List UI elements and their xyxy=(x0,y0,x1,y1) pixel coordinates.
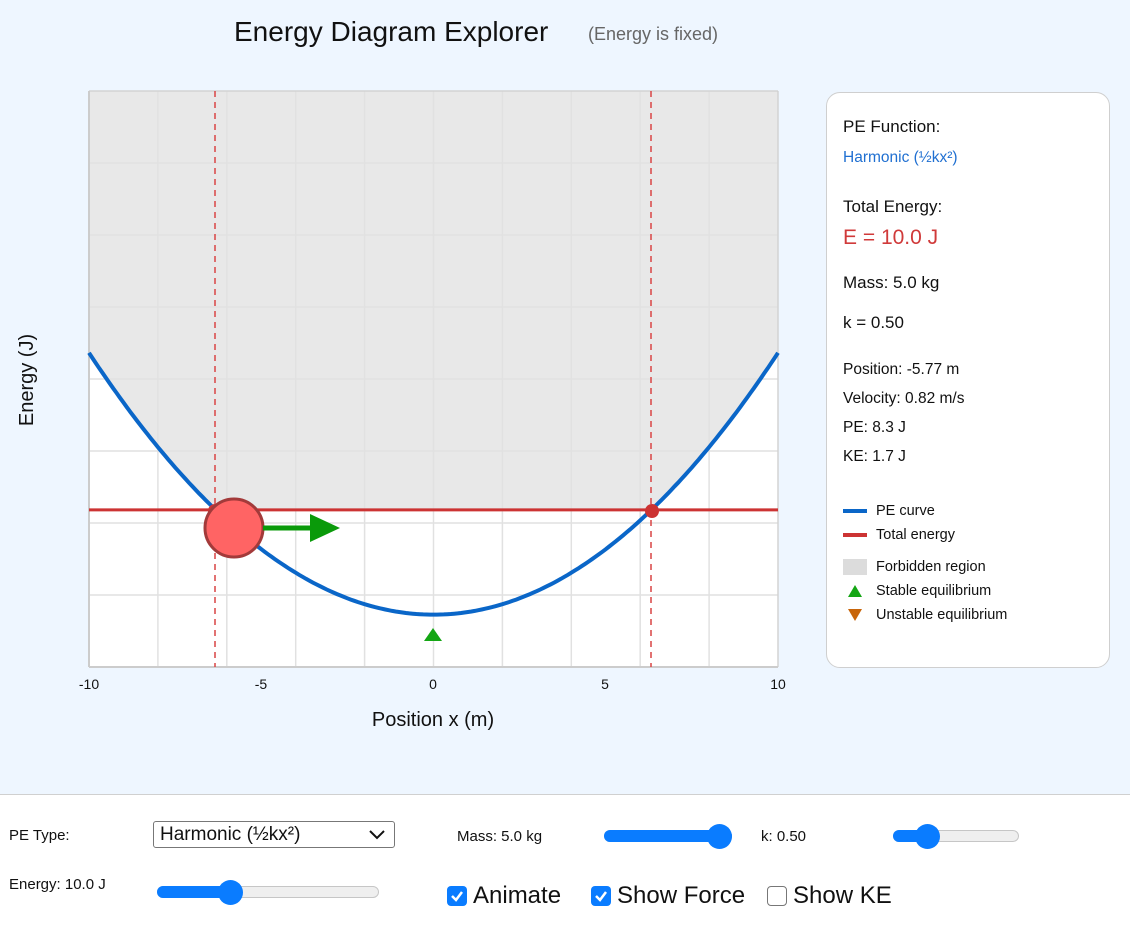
gray-box-icon xyxy=(843,559,867,575)
mass-slider-thumb[interactable] xyxy=(707,824,732,849)
show-force-checkbox[interactable]: Show Force xyxy=(591,882,745,910)
chevron-down-icon xyxy=(369,830,385,840)
checkbox-checked-icon[interactable] xyxy=(447,886,467,906)
energy-chart[interactable]: -10 -5 0 5 10 Position x (m) Energy (J) xyxy=(0,0,820,790)
k-label: k: 0.50 xyxy=(761,828,807,845)
x-tick-label: -10 xyxy=(79,676,99,692)
legend-forbidden-region: Forbidden region xyxy=(843,557,986,577)
legend-unstable-equilibrium: Unstable equilibrium xyxy=(843,605,1007,625)
controls-panel: PE Type: Harmonic (½kx²) Mass: 5.0 kg k:… xyxy=(0,796,1130,934)
position-value: Position: -5.77 m xyxy=(843,361,960,378)
legend-pe-curve: PE curve xyxy=(843,501,935,521)
page-subtitle: (Energy is fixed) xyxy=(588,24,719,44)
k-value: k = 0.50 xyxy=(843,313,904,332)
k-slider-thumb[interactable] xyxy=(915,824,940,849)
ke-value: KE: 1.7 J xyxy=(843,448,906,465)
legend-stable-equilibrium: Stable equilibrium xyxy=(843,581,991,601)
turning-point-marker xyxy=(645,504,659,518)
energy-label: Energy: 10.0 J xyxy=(9,876,106,893)
legend-label: Total energy xyxy=(876,527,955,543)
checkbox-checked-icon[interactable] xyxy=(591,886,611,906)
show-force-label: Show Force xyxy=(617,882,746,909)
legend-label: Forbidden region xyxy=(876,559,986,575)
particle-ball[interactable] xyxy=(203,497,265,559)
pe-function-label: PE Function: xyxy=(843,117,941,136)
mass-value: Mass: 5.0 kg xyxy=(843,273,940,292)
legend-total-energy: Total energy xyxy=(843,525,955,545)
triangle-down-icon xyxy=(843,609,867,621)
pe-type-selected-value: Harmonic (½kx²) xyxy=(160,824,301,845)
show-ke-checkbox[interactable]: Show KE xyxy=(767,882,892,910)
x-tick-label: -5 xyxy=(255,676,268,692)
x-tick-label: 0 xyxy=(429,676,437,692)
red-line-icon xyxy=(843,533,867,537)
energy-slider[interactable] xyxy=(157,880,379,905)
force-arrow-icon xyxy=(310,514,340,542)
y-axis-label: Energy (J) xyxy=(16,334,38,426)
pe-value: PE: 8.3 J xyxy=(843,419,906,436)
pe-type-label: PE Type: xyxy=(9,827,70,844)
legend-label: Unstable equilibrium xyxy=(876,607,1008,623)
pe-type-select[interactable]: Harmonic (½kx²) xyxy=(153,821,395,848)
velocity-value: Velocity: 0.82 m/s xyxy=(843,390,965,407)
checkbox-unchecked-icon[interactable] xyxy=(767,886,787,906)
energy-slider-thumb[interactable] xyxy=(218,880,243,905)
slider-fill xyxy=(604,830,732,842)
blue-line-icon xyxy=(843,509,867,513)
mass-slider[interactable] xyxy=(604,824,732,849)
triangle-up-icon xyxy=(843,585,867,597)
slider-fill xyxy=(157,886,233,898)
simulation-area: Energy Diagram Explorer (Energy is fixed… xyxy=(0,0,1130,795)
x-tick-label: 10 xyxy=(770,676,786,692)
legend-label: Stable equilibrium xyxy=(876,583,992,599)
total-energy-value: E = 10.0 J xyxy=(843,226,939,249)
pe-curve xyxy=(87,351,780,617)
page-title: Energy Diagram Explorer xyxy=(234,16,549,47)
x-tick-label: 5 xyxy=(601,676,609,692)
info-panel: PE Function: Harmonic (½kx²) Total Energ… xyxy=(826,92,1110,668)
legend-label: PE curve xyxy=(876,503,935,519)
animate-label: Animate xyxy=(473,882,562,909)
animate-checkbox[interactable]: Animate xyxy=(447,882,561,910)
x-axis-label: Position x (m) xyxy=(372,709,494,731)
pe-function-value: Harmonic (½kx²) xyxy=(843,149,958,166)
k-slider[interactable] xyxy=(893,824,1019,849)
show-ke-label: Show KE xyxy=(793,882,892,909)
stable-equilibrium-icon xyxy=(424,628,442,641)
mass-label: Mass: 5.0 kg xyxy=(457,828,543,845)
total-energy-label: Total Energy: xyxy=(843,197,943,216)
